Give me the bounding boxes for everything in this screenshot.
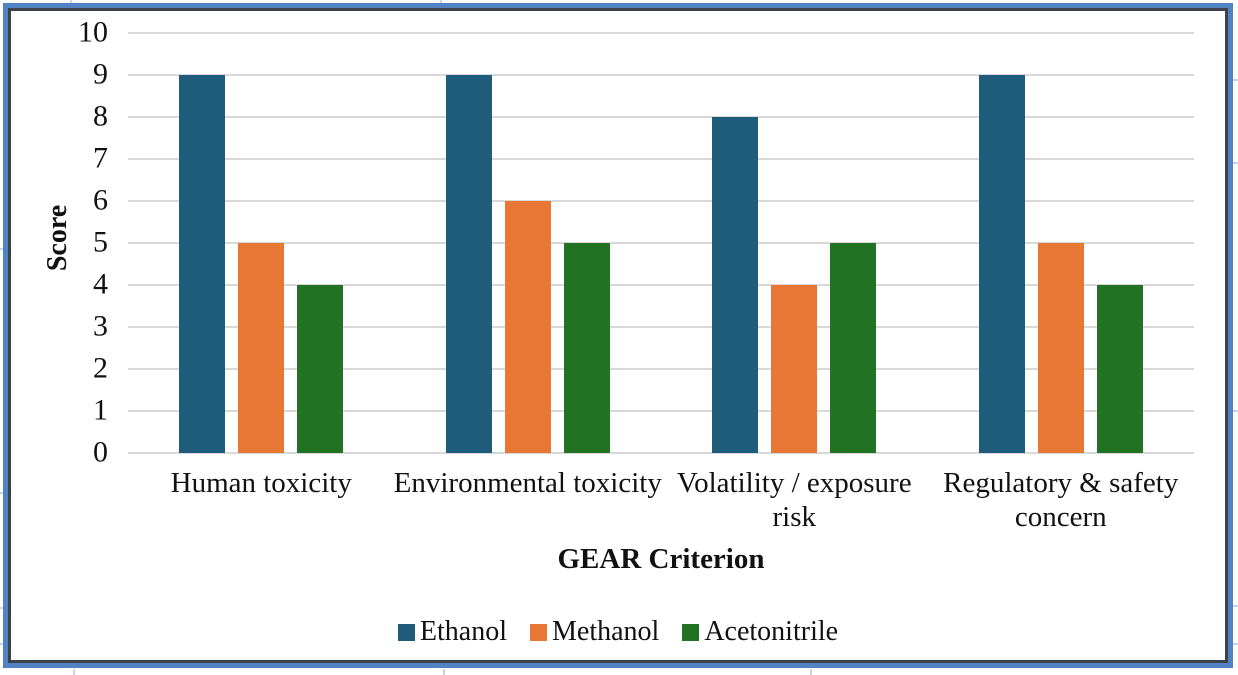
- worksheet-gridline: [0, 607, 4, 609]
- worksheet-gridline: [810, 669, 812, 675]
- bar-ethanol-category-4: [978, 75, 1025, 453]
- x-category-label-3: Volatility / exposure risk: [676, 467, 912, 533]
- worksheet-gridline: [1232, 605, 1238, 607]
- x-axis-title: GEAR Criterion: [557, 543, 765, 575]
- y-tick-label-9: 9: [93, 57, 108, 91]
- worksheet-gridline: [1232, 162, 1238, 164]
- bar-acetonitrile-category-3: [830, 243, 877, 453]
- legend-swatch-icon: [397, 623, 415, 641]
- bar-ethanol-category-2: [445, 75, 492, 453]
- x-axis-category-labels: Human toxicity Environmental toxicity Vola…: [11, 11, 1225, 660]
- worksheet-gridline: [440, 0, 442, 4]
- bar-ethanol-category-1: [179, 75, 226, 453]
- worksheet-gridline: [0, 643, 4, 645]
- gridline-6: [128, 200, 1194, 202]
- gridline-5: [128, 242, 1194, 244]
- worksheet-gridline: [1232, 79, 1238, 81]
- y-tick-label-2: 2: [93, 351, 108, 385]
- worksheet-gridline: [1232, 410, 1238, 412]
- x-category-label-4: Regulatory & safety concern: [943, 467, 1179, 533]
- legend-swatch-icon: [682, 623, 700, 641]
- bar-methanol-category-2: [504, 201, 551, 453]
- y-tick-label-1: 1: [93, 393, 108, 427]
- legend-label: Ethanol: [419, 616, 508, 647]
- worksheet-gridline: [73, 669, 75, 675]
- worksheet-gridline: [443, 669, 445, 675]
- gridline-8: [128, 116, 1194, 118]
- y-tick-label-8: 8: [93, 99, 108, 133]
- y-tick-label-7: 7: [93, 141, 108, 175]
- gridline-1: [128, 410, 1194, 412]
- bar-ethanol-category-3: [712, 117, 759, 453]
- legend: Ethanol Methanol Acetonitrile: [11, 614, 1225, 650]
- worksheet-gridline: [70, 0, 72, 4]
- chart-frame[interactable]: 0 1 2 3 4 5 6 7 8 9 10 Score Human toxicity Environ…: [3, 3, 1233, 668]
- x-category-label-1: Human toxicity: [170, 467, 352, 499]
- gridline-3: [128, 326, 1194, 328]
- y-tick-label-0: 0: [93, 435, 108, 469]
- gridline-2: [128, 368, 1194, 370]
- worksheet-gridline: [1232, 643, 1238, 645]
- y-tick-label-5: 5: [93, 225, 108, 259]
- legend-item-methanol: Methanol: [530, 616, 659, 648]
- legend-swatch-icon: [530, 623, 548, 641]
- gridline-0: [128, 452, 1194, 454]
- worksheet-gridline: [0, 248, 4, 250]
- gridline-7: [128, 158, 1194, 160]
- bar-methanol-category-1: [238, 243, 285, 453]
- bar-acetonitrile-category-4: [1096, 285, 1143, 453]
- plot-area: [128, 32, 1194, 454]
- legend-label: Acetonitrile: [704, 616, 839, 647]
- worksheet-gridline: [0, 492, 4, 494]
- y-tick-label-6: 6: [93, 183, 108, 217]
- chart-area: 0 1 2 3 4 5 6 7 8 9 10 Score Human toxicity Environ…: [11, 11, 1225, 660]
- bar-acetonitrile-category-1: [297, 285, 344, 453]
- y-axis-tick-labels: 0 1 2 3 4 5 6 7 8 9 10: [11, 11, 1225, 660]
- gridline-9: [128, 74, 1194, 76]
- gridline-4: [128, 284, 1194, 286]
- legend-item-ethanol: Ethanol: [397, 616, 508, 648]
- bar-acetonitrile-category-2: [563, 243, 610, 453]
- bar-methanol-category-4: [1037, 243, 1084, 453]
- y-tick-label-3: 3: [93, 309, 108, 343]
- bar-methanol-category-3: [771, 285, 818, 453]
- legend-item-acetonitrile: Acetonitrile: [682, 616, 838, 648]
- legend-label: Methanol: [552, 616, 660, 647]
- y-tick-label-4: 4: [93, 267, 108, 301]
- gridline-10: [128, 32, 1194, 34]
- x-category-label-2: Environmental toxicity: [393, 467, 662, 499]
- y-tick-label-10: 10: [78, 15, 108, 49]
